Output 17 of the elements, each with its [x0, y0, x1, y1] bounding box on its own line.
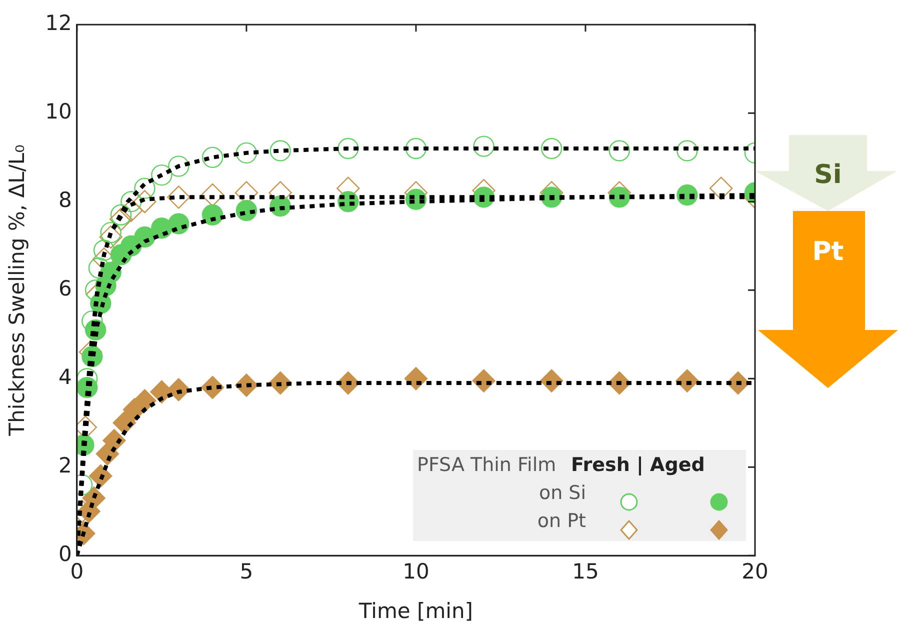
annotation: Fresh | Aged — [571, 454, 705, 476]
y-tick-label: 6 — [58, 276, 72, 301]
y-tick-label: 2 — [58, 454, 72, 478]
annotation: on Pt — [537, 510, 586, 532]
x-axis-title: Time [min] — [358, 598, 473, 623]
annotation: PFSA Thin Film — [417, 454, 556, 476]
x-tick-label: 10 — [402, 560, 430, 584]
y-tick-label: 10 — [45, 100, 72, 124]
y-tick-label: 4 — [58, 365, 72, 390]
y-tick-label: 12 — [45, 11, 72, 36]
y-tick-label: 8 — [58, 188, 72, 212]
annotation: on Si — [538, 482, 586, 504]
x-tick-label: 20 — [742, 560, 768, 584]
x-tick-label: 5 — [240, 560, 254, 584]
y-tick-label: 0 — [58, 542, 72, 566]
y-axis-title: Thickness Swelling %, ΔL/L₀ — [5, 144, 30, 437]
x-tick-label: 15 — [572, 560, 599, 584]
